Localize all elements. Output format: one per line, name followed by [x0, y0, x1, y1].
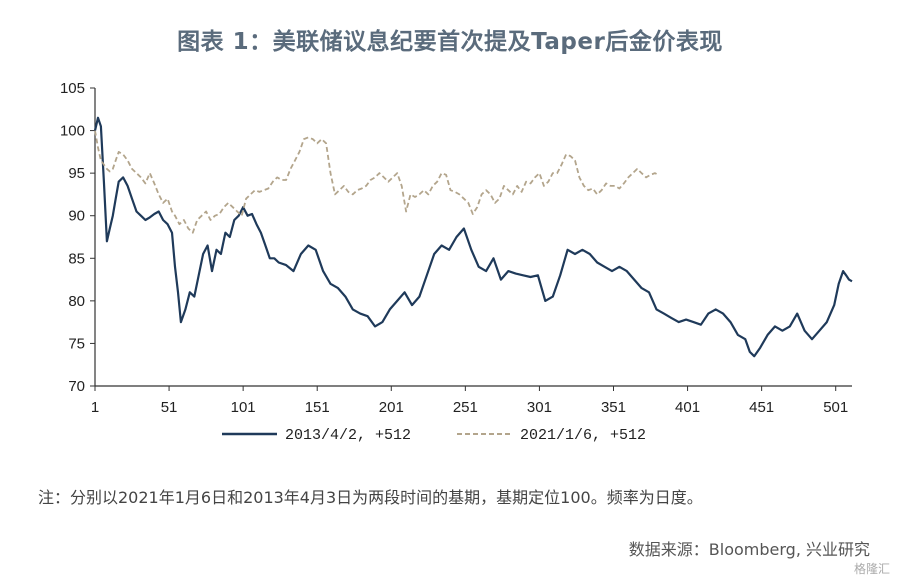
- y-tick-label: 95: [68, 165, 85, 182]
- x-tick-label: 1: [91, 399, 99, 416]
- series-layer: [93, 116, 853, 358]
- legend-label-2: 2021/1/6, +512: [520, 427, 646, 444]
- x-tick-label: 201: [379, 399, 404, 416]
- chart-title: 图表 1：美联储议息纪要首次提及Taper后金价表现: [177, 29, 723, 55]
- x-tick-label: 501: [823, 399, 848, 416]
- x-tick-label: 451: [749, 399, 774, 416]
- x-tick-label: 301: [527, 399, 552, 416]
- y-tick-label: 80: [68, 293, 85, 310]
- y-tick-label: 100: [60, 123, 85, 140]
- watermark: 格隆汇: [853, 562, 890, 576]
- y-tick-label: 75: [68, 335, 85, 352]
- data-source: 数据来源：Bloomberg, 兴业研究: [628, 540, 870, 559]
- y-tick-label: 105: [60, 80, 85, 97]
- y-tick-label: 70: [68, 378, 85, 395]
- x-tick-label: 351: [601, 399, 626, 416]
- x-tick-label: 401: [675, 399, 700, 416]
- y-tick-label: 90: [68, 208, 85, 225]
- x-tick-label: 51: [161, 399, 178, 416]
- chart-note: 注：分别以2021年1月6日和2013年4月3日为两段时间的基期，基期定位100…: [38, 488, 703, 507]
- x-tick-label: 151: [305, 399, 330, 416]
- x-tick-label: 101: [231, 399, 256, 416]
- legend-label-1: 2013/4/2, +512: [285, 427, 411, 444]
- x-tick-label: 251: [453, 399, 478, 416]
- y-tick-label: 85: [68, 250, 85, 267]
- series-line-1: [93, 116, 853, 358]
- legend: 2013/4/2, +512 2021/1/6, +512: [222, 427, 646, 444]
- series-line-2: [94, 130, 659, 234]
